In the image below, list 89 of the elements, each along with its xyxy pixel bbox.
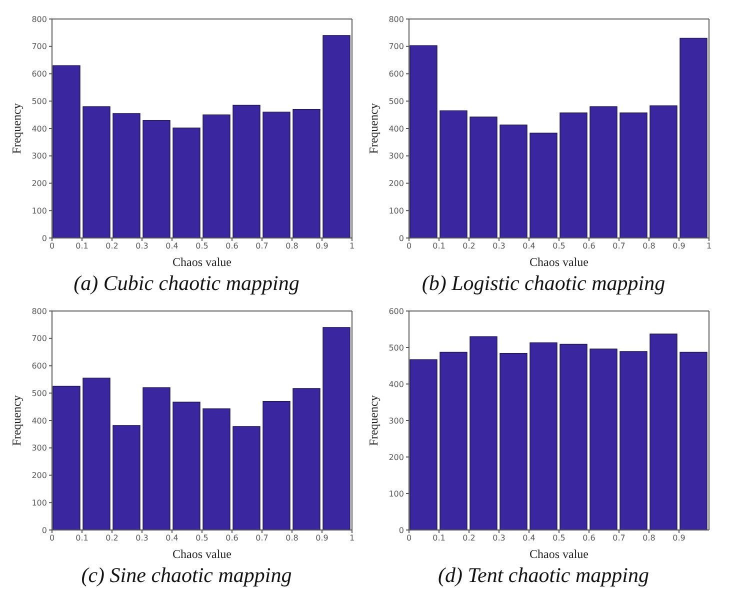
y-tick-label: 200 [32,471,47,480]
x-tick-label: 0.7 [612,534,626,543]
y-tick-label: 400 [388,380,404,389]
text: (c) Sine chaotic mapping [80,562,293,588]
x-tick-label: 0.5 [552,534,566,543]
y-tick-label: 500 [388,96,404,106]
y-axis-title: Frequency [366,395,380,446]
y-tick-label: 0 [42,234,47,243]
x-axis-title: Chaos value [172,255,232,269]
y-tick-label: 700 [32,334,47,344]
y-tick-label: 400 [388,124,404,134]
y-tick-label: 100 [388,489,404,498]
y-tick-label: 300 [388,416,404,426]
x-tick-label: 0.8 [642,534,656,543]
x-tick-label: 1 [349,242,355,251]
y-tick-label: 200 [388,179,404,188]
y-tick-label: 200 [32,179,47,188]
x-tick-label: 0.4 [166,534,178,543]
y-tick-label: 600 [32,70,47,79]
x-axis-title: Chaos value [172,547,232,561]
x-tick-label: 0.2 [106,242,118,251]
x-tick-label: 0.6 [582,534,596,543]
x-tick-label: 0.9 [316,242,328,251]
x-tick-label: 1 [706,242,712,251]
x-tick-label: 0.5 [196,534,208,543]
x-tick-label: 0.7 [256,242,268,251]
x-tick-label: 0.9 [672,242,686,251]
y-axis-title: Frequency [9,395,24,446]
x-tick-label: 0.2 [462,534,476,543]
y-tick-label: 200 [388,452,404,462]
y-tick-label: 500 [388,343,404,352]
x-tick-label: 0 [49,242,55,251]
x-tick-label: 0.8 [642,242,656,251]
x-tick-label: 0.6 [226,242,238,251]
text: (d) Tent chaotic mapping [437,562,650,588]
y-tick-label: 300 [32,152,47,161]
x-tick-label: 0.6 [226,534,238,543]
text: (a) Cubic chaotic mapping [72,270,300,296]
x-tick-label: 0.1 [76,242,88,251]
x-tick-label: 0.1 [76,534,88,543]
x-tick-label: 0.7 [612,242,626,251]
x-tick-label: 0.9 [316,534,328,543]
y-tick-label: 100 [32,498,47,508]
x-axis-title: Chaos value [530,547,588,561]
y-tick-label: 800 [32,306,47,316]
y-tick-label: 300 [32,444,47,453]
x-tick-label: 0.9 [672,534,686,543]
x-tick-label: 0.3 [136,534,148,543]
x-tick-label: 0.5 [552,242,566,251]
y-tick-label: 400 [32,124,47,134]
y-tick-label: 600 [388,306,404,316]
y-tick-label: 100 [388,206,404,216]
y-tick-label: 300 [388,152,404,161]
y-axis-title: Frequency [9,103,24,154]
x-tick-label: 0.8 [286,242,298,251]
y-tick-label: 100 [32,206,47,216]
x-axis-title: Chaos value [530,255,588,269]
y-tick-label: 400 [32,416,47,426]
x-tick-label: 0.1 [432,534,446,543]
y-axis-title: Frequency [366,103,380,154]
y-tick-label: 700 [32,42,47,52]
y-tick-label: 600 [388,70,404,79]
x-tick-label: 0 [49,534,55,543]
x-tick-label: 0.4 [166,242,178,251]
x-tick-label: 0.2 [106,534,118,543]
x-tick-label: 0.7 [256,534,268,543]
x-tick-label: 1 [349,534,355,543]
y-tick-label: 800 [388,14,404,24]
y-tick-label: 500 [32,388,47,398]
y-tick-label: 0 [398,234,404,243]
y-tick-label: 800 [32,14,47,24]
x-tick-label: 0 [406,534,412,543]
x-tick-label: 0.1 [432,242,446,251]
text: (b) Logistic chaotic mapping [420,270,666,296]
y-tick-label: 0 [398,526,404,535]
x-tick-label: 0.3 [492,534,506,543]
y-tick-label: 0 [42,526,47,535]
y-tick-label: 600 [32,362,47,371]
x-tick-label: 0.4 [522,242,536,251]
y-tick-label: 700 [388,42,404,52]
x-tick-label: 0.8 [286,534,298,543]
x-tick-label: 0.6 [582,242,596,251]
x-tick-label: 0.5 [196,242,208,251]
x-tick-label: 0.4 [522,534,536,543]
x-tick-label: 0.3 [492,242,506,251]
y-tick-label: 500 [32,96,47,106]
x-tick-label: 0.2 [462,242,476,251]
x-tick-label: 0 [406,242,412,251]
x-tick-label: 0.3 [136,242,148,251]
